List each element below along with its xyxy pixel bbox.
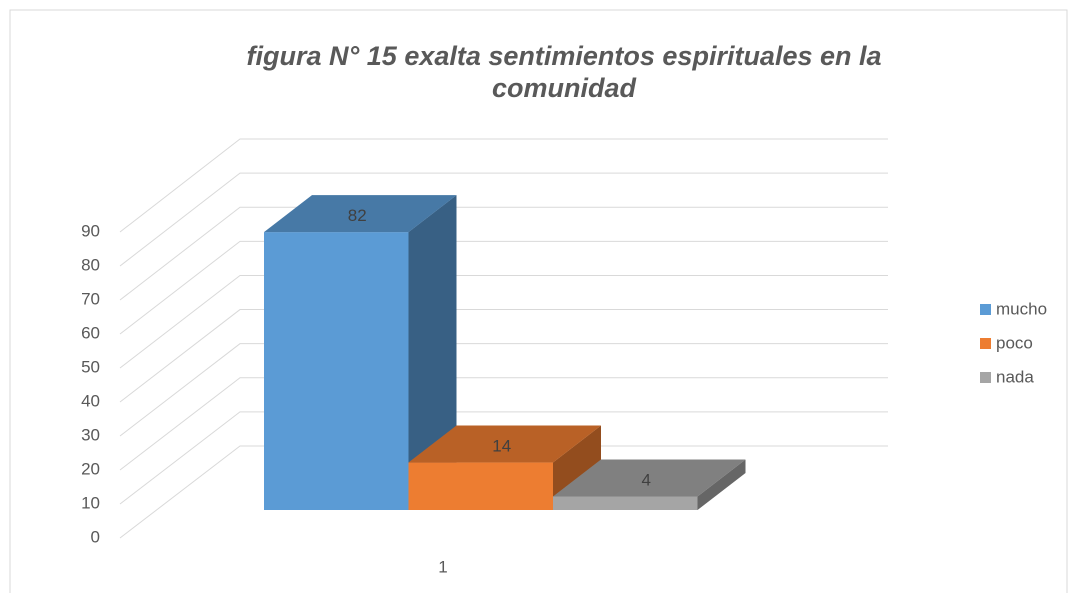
bar-side-shade [697, 459, 746, 510]
y-tick-label: 40 [81, 391, 100, 410]
chart-title: figura N° 15 exalta sentimientos espirit… [246, 41, 882, 103]
bar-top-shade [408, 425, 601, 463]
grid-line [119, 377, 888, 471]
grid-line [119, 343, 888, 437]
bar-top [264, 195, 457, 233]
legend-label: nada [996, 367, 1034, 386]
bar-front [408, 462, 553, 510]
legend-swatch [980, 338, 991, 349]
y-tick-label: 10 [81, 493, 100, 512]
data-label: 82 [348, 206, 367, 225]
bar-side [697, 459, 746, 510]
legend-label: mucho [996, 299, 1047, 318]
grid-line [119, 411, 888, 505]
legend-swatch [980, 304, 991, 315]
x-tick-label: 1 [438, 557, 447, 576]
y-tick-label: 70 [81, 289, 100, 308]
grid-line [119, 172, 888, 267]
data-label: 4 [642, 470, 651, 489]
legend-swatch [980, 372, 991, 383]
y-tick-label: 90 [81, 221, 100, 240]
grid-line [119, 138, 888, 233]
legend-label: poco [996, 333, 1033, 352]
bar-front [553, 496, 698, 510]
grid-line [119, 274, 888, 369]
grid-line [119, 240, 888, 335]
y-tick-label: 30 [81, 425, 100, 444]
bar-top [408, 425, 601, 463]
data-label: 14 [492, 437, 511, 456]
bar-side-shade [408, 195, 457, 510]
bar-top-shade [264, 195, 457, 233]
y-tick-label: 60 [81, 323, 100, 342]
bar-top [553, 459, 746, 497]
chart-border [9, 9, 1068, 593]
grid-line [119, 309, 888, 403]
bar-top-shade [553, 459, 746, 497]
y-tick-label: 0 [91, 527, 100, 546]
y-tick-label: 20 [81, 459, 100, 478]
bar-side [408, 195, 457, 510]
y-tick-label: 80 [81, 255, 100, 274]
y-tick-label: 50 [81, 357, 100, 376]
grid-line [119, 445, 888, 539]
grid-line [119, 206, 888, 301]
bar-front [264, 232, 409, 510]
